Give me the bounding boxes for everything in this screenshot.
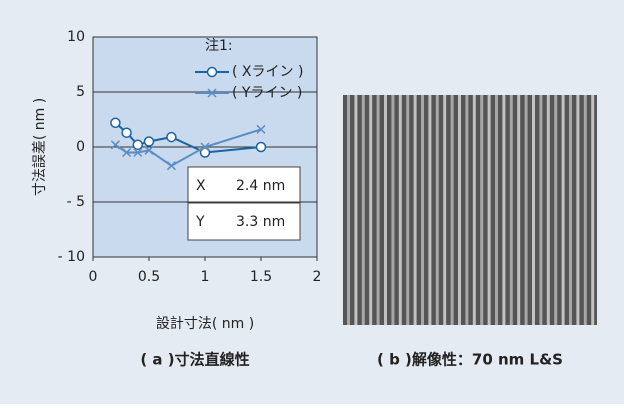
- x-axis-label: 設計寸法( nm ): [156, 316, 254, 332]
- sem-line: [451, 95, 454, 325]
- sem-line: [421, 95, 424, 325]
- sem-line: [458, 95, 461, 325]
- x-tick-label: 2: [313, 269, 322, 285]
- legend-marker: [208, 68, 217, 77]
- y-tick-label: - 10: [58, 249, 85, 265]
- annotation-value: 2.4 nm: [236, 178, 285, 194]
- marker: [167, 133, 176, 142]
- sem-line: [562, 95, 565, 325]
- sem-image: [343, 95, 597, 325]
- legend-label: ( Yライン ): [232, 85, 302, 101]
- sem-line: [428, 95, 431, 325]
- x-tick-label: 1: [201, 269, 210, 285]
- sem-line: [473, 95, 476, 325]
- sem-line: [510, 95, 513, 325]
- marker: [111, 118, 120, 127]
- x-tick-label: 0.5: [138, 269, 160, 285]
- sem-line: [569, 95, 572, 325]
- sem-line: [584, 95, 587, 325]
- sem-line: [436, 95, 439, 325]
- sem-line: [369, 95, 372, 325]
- marker: [145, 137, 154, 146]
- y-axis-label: 寸法誤差( nm ): [32, 98, 48, 196]
- sem-line: [591, 95, 594, 325]
- sem-line: [525, 95, 528, 325]
- sem-line: [347, 95, 350, 325]
- sem-line: [539, 95, 542, 325]
- y-tick-label: 5: [76, 84, 85, 100]
- sem-line: [576, 95, 579, 325]
- y-tick-label: - 5: [67, 194, 85, 210]
- caption: ( a )寸法直線性: [140, 351, 249, 369]
- y-tick-label: 10: [67, 29, 85, 45]
- annotation-value: 3.3 nm: [236, 214, 285, 230]
- marker: [133, 140, 142, 149]
- figure: 寸法誤差( nm ) 設計寸法( nm ) 注1: X 2.4 nm Y 3.3…: [0, 0, 624, 404]
- sem-line: [547, 95, 550, 325]
- annotation-label: X: [196, 178, 206, 194]
- sem-line: [414, 95, 417, 325]
- annotation-label: Y: [195, 214, 205, 230]
- sem-line: [391, 95, 394, 325]
- sem-line: [354, 95, 357, 325]
- sem-line: [488, 95, 491, 325]
- y-tick-label: 0: [76, 139, 85, 155]
- x-tick-label: 0: [89, 269, 98, 285]
- sem-line: [384, 95, 387, 325]
- legend-title: 注1:: [205, 38, 233, 54]
- sem-line: [377, 95, 380, 325]
- sem-line: [554, 95, 557, 325]
- x-tick-label: 1.5: [250, 269, 272, 285]
- sem-line: [362, 95, 365, 325]
- sem-line: [495, 95, 498, 325]
- sem-line: [532, 95, 535, 325]
- sem-line: [399, 95, 402, 325]
- sem-line: [502, 95, 505, 325]
- caption: ( b )解像性：70 nm L&S: [377, 351, 563, 369]
- sem-line: [406, 95, 409, 325]
- sem-background: [343, 95, 597, 325]
- sem-line: [465, 95, 468, 325]
- sem-line: [480, 95, 483, 325]
- marker: [122, 128, 131, 137]
- marker: [257, 143, 266, 152]
- sem-line: [517, 95, 520, 325]
- sem-line: [443, 95, 446, 325]
- legend-label: ( Xライン ): [232, 64, 303, 80]
